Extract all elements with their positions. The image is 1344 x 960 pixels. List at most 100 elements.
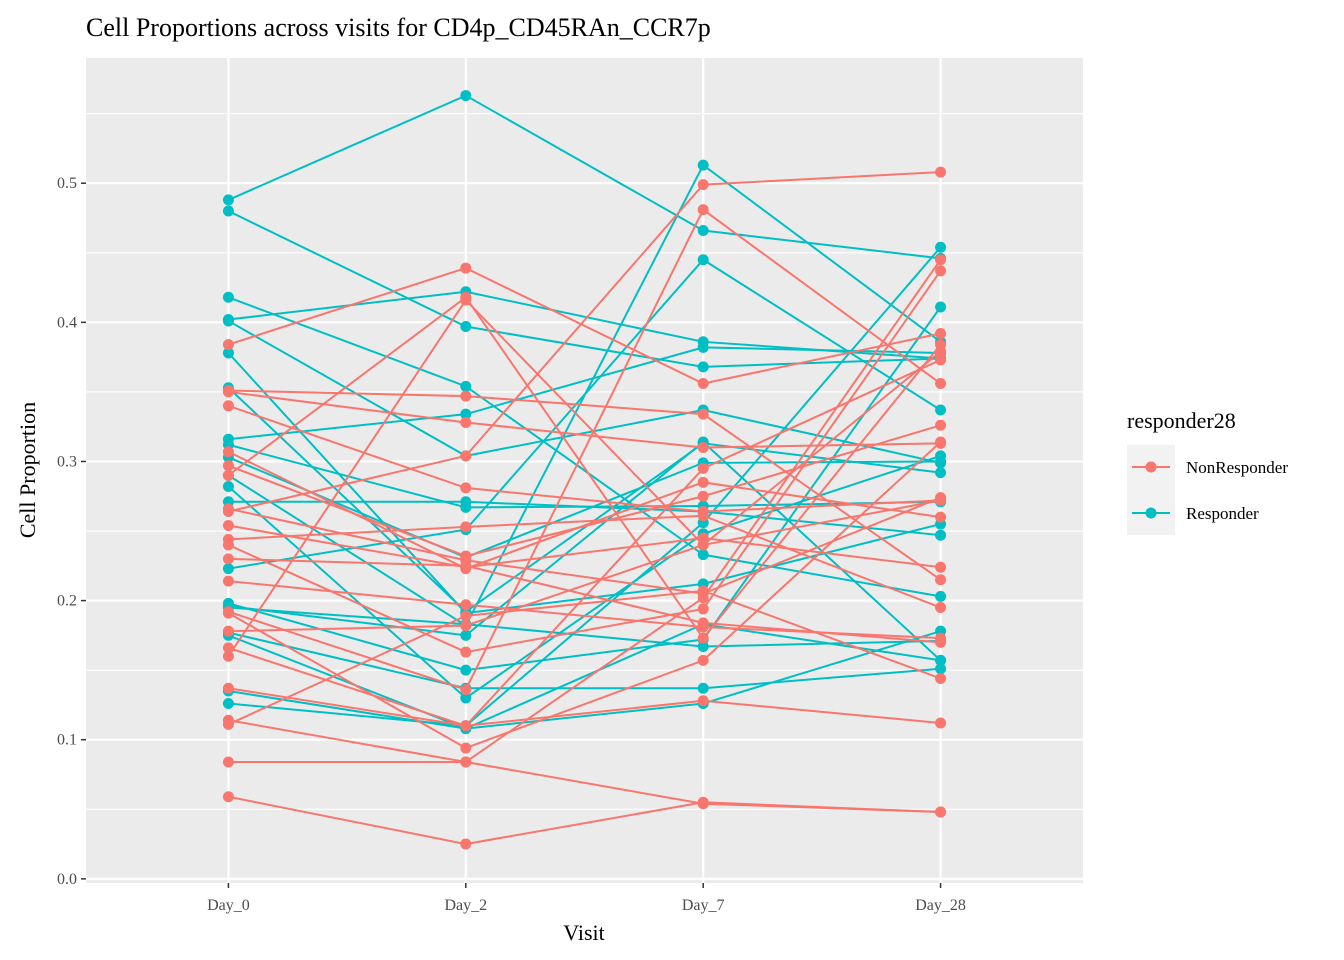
- series-line: [228, 258, 942, 570]
- legend-label: Responder: [1186, 504, 1259, 523]
- series-line: [228, 499, 941, 633]
- series-line: [228, 496, 941, 595]
- x-tick-label: Day_0: [207, 897, 250, 914]
- data-point: [935, 265, 947, 277]
- series-line: [228, 390, 941, 449]
- data-point: [697, 539, 709, 551]
- data-point: [935, 436, 947, 448]
- data-point: [935, 354, 947, 366]
- series-line: [227, 210, 941, 368]
- series-line: [227, 441, 942, 750]
- data-point: [460, 294, 472, 306]
- series-line: [228, 94, 941, 260]
- series-line: [227, 386, 941, 613]
- data-point: [460, 838, 472, 850]
- data-point: [460, 262, 472, 274]
- data-point: [222, 575, 234, 587]
- data-point: [697, 361, 709, 373]
- legend-key-point: [1145, 461, 1157, 473]
- data-point: [222, 506, 234, 518]
- data-point: [460, 620, 472, 632]
- data-point: [222, 650, 234, 662]
- series-line: [228, 389, 942, 581]
- data-point: [697, 654, 709, 666]
- series-line: [228, 171, 941, 513]
- data-point: [697, 490, 709, 502]
- series-line: [228, 606, 941, 648]
- data-point: [935, 378, 947, 390]
- data-point: [460, 646, 472, 658]
- data-point: [935, 254, 947, 266]
- data-point: [222, 718, 234, 730]
- data-point: [935, 561, 947, 573]
- data-point: [697, 510, 709, 522]
- data-point: [935, 241, 947, 253]
- series-line: [228, 346, 941, 441]
- data-point: [935, 166, 947, 178]
- data-point: [935, 346, 947, 358]
- x-tick-label: Day_28: [915, 897, 966, 914]
- series-line: [228, 208, 942, 691]
- data-point: [460, 90, 472, 102]
- data-point: [697, 695, 709, 707]
- data-point: [222, 291, 234, 303]
- series-line: [228, 631, 941, 690]
- data-point: [935, 574, 947, 586]
- data-point: [697, 378, 709, 390]
- data-point: [222, 682, 234, 694]
- data-point: [935, 672, 947, 684]
- data-point: [222, 386, 234, 398]
- data-point: [460, 321, 472, 333]
- series-line: [228, 358, 941, 727]
- x-axis-title: Visit: [563, 920, 604, 945]
- data-point: [697, 408, 709, 420]
- y-axis-title: Cell Proportion: [15, 402, 40, 538]
- data-point: [222, 698, 234, 710]
- data-point: [460, 390, 472, 402]
- data-point: [697, 225, 709, 237]
- series-line: [228, 580, 941, 640]
- x-tick-label: Day_2: [444, 897, 487, 914]
- legend-key-point: [1145, 507, 1157, 519]
- data-point: [935, 632, 947, 644]
- y-tick-label: 0.0: [57, 871, 77, 888]
- legend-title: responder28: [1127, 408, 1236, 433]
- series-line: [228, 623, 941, 730]
- data-point: [697, 585, 709, 597]
- data-point: [697, 476, 709, 488]
- data-point: [697, 204, 709, 216]
- series-line: [228, 246, 942, 727]
- data-point: [460, 692, 472, 704]
- data-point: [222, 625, 234, 637]
- axes-group: 0.0 0.1 0.2 0.3 0.4 0.5 Day_0 Day_2 Day_7 Day_28: [57, 175, 966, 914]
- data-point: [460, 560, 472, 572]
- data-point: [935, 654, 947, 666]
- series-line: [228, 687, 941, 727]
- series-line: [228, 306, 942, 672]
- data-point: [697, 462, 709, 474]
- data-point: [460, 408, 472, 420]
- series-line: [228, 267, 941, 385]
- data-point: [460, 482, 472, 494]
- y-tick-label: 0.5: [57, 175, 77, 192]
- data-point: [460, 521, 472, 533]
- series-line: [228, 259, 942, 764]
- data-point: [460, 756, 472, 768]
- data-point: [697, 621, 709, 633]
- data-point: [935, 404, 947, 416]
- data-point: [697, 796, 709, 808]
- series-line: [228, 404, 941, 513]
- chart-title: Cell Proportions across visits for CD4p_…: [86, 13, 711, 42]
- data-point: [935, 717, 947, 729]
- data-point: [697, 603, 709, 615]
- data-point: [222, 460, 234, 472]
- data-point: [222, 315, 234, 327]
- data-point: [460, 496, 472, 508]
- data-point: [697, 254, 709, 266]
- data-point: [460, 742, 472, 754]
- y-tick-label: 0.1: [57, 732, 77, 749]
- legend: responder28 NonResponder Responder: [1127, 408, 1288, 535]
- series-line: [228, 456, 941, 559]
- data-point: [460, 599, 472, 611]
